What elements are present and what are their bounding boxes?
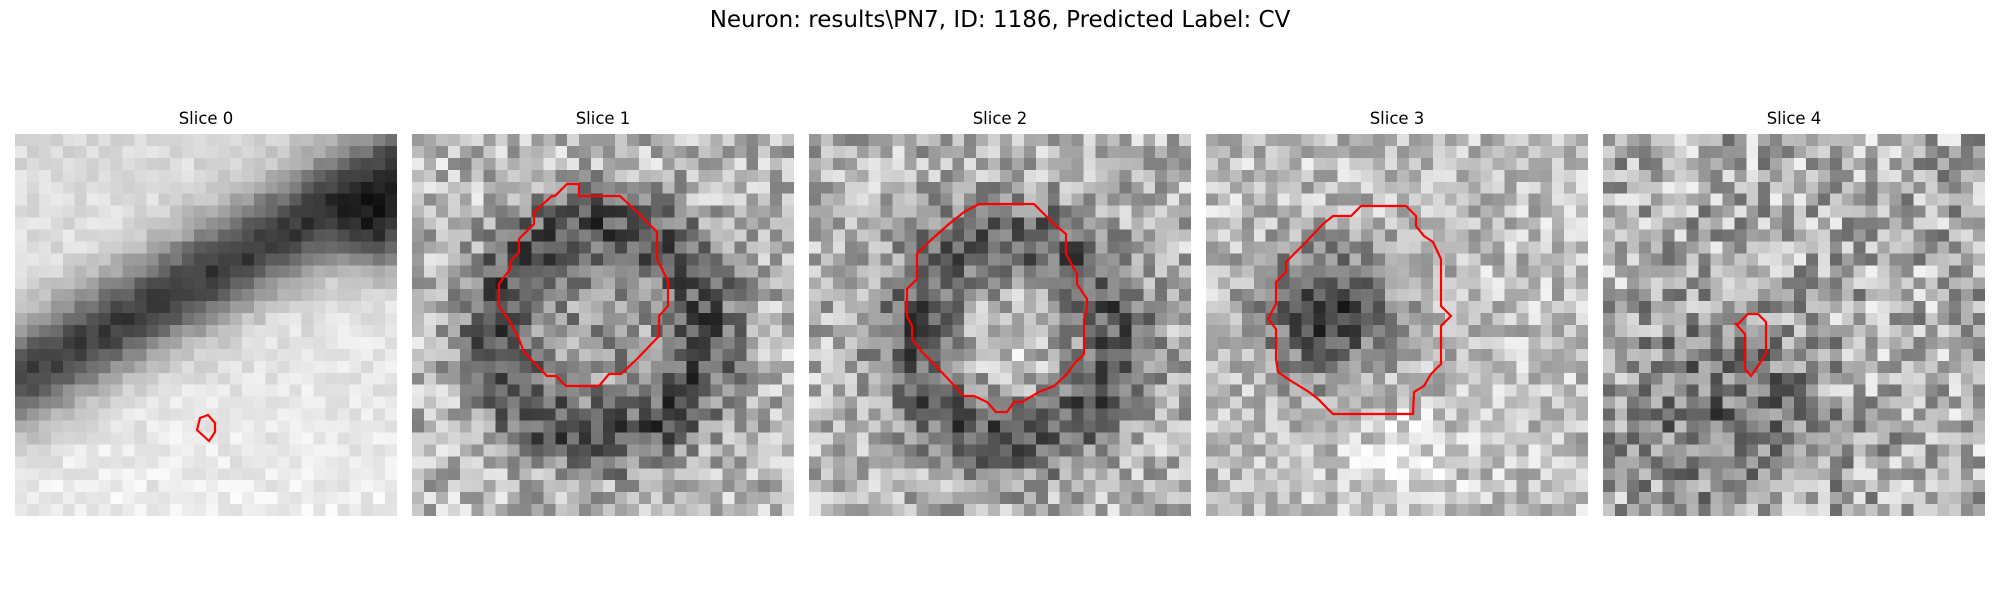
contour-overlay (1266, 204, 1453, 416)
grayscale-image (1603, 134, 1985, 516)
contour-overlay (905, 202, 1089, 414)
panel-title: Slice 3 (1369, 109, 1425, 128)
slice-image (1603, 134, 1985, 516)
contour-overlay (1733, 312, 1768, 378)
contour-overlay (195, 413, 217, 443)
segmentation-contour (497, 182, 670, 388)
grayscale-image (809, 134, 1191, 516)
panel-slice-1: Slice 1 (412, 108, 794, 516)
panel-slice-2: Slice 2 (809, 108, 1191, 516)
slice-image (15, 134, 397, 516)
contour-overlay (497, 182, 670, 388)
figure-title: Neuron: results\PN7, ID: 1186, Predicted… (709, 7, 1291, 33)
panel-slice-3: Slice 3 (1206, 108, 1588, 516)
panel-slice-4: Slice 4 (1603, 108, 1985, 516)
panel-title: Slice 0 (178, 109, 234, 128)
slice-image (412, 134, 794, 516)
segmentation-contour (195, 413, 217, 443)
grayscale-image (412, 134, 794, 516)
grayscale-image (1206, 134, 1588, 516)
grayscale-image (15, 134, 397, 516)
panel-title: Slice 4 (1766, 109, 1822, 128)
segmentation-contour (905, 202, 1089, 414)
panel-title: Slice 1 (575, 109, 631, 128)
panel-title: Slice 2 (972, 109, 1028, 128)
slice-image (809, 134, 1191, 516)
panel-slice-0: Slice 0 (15, 108, 397, 516)
segmentation-contour (1266, 204, 1453, 416)
slice-image (1206, 134, 1588, 516)
segmentation-contour (1733, 312, 1768, 378)
